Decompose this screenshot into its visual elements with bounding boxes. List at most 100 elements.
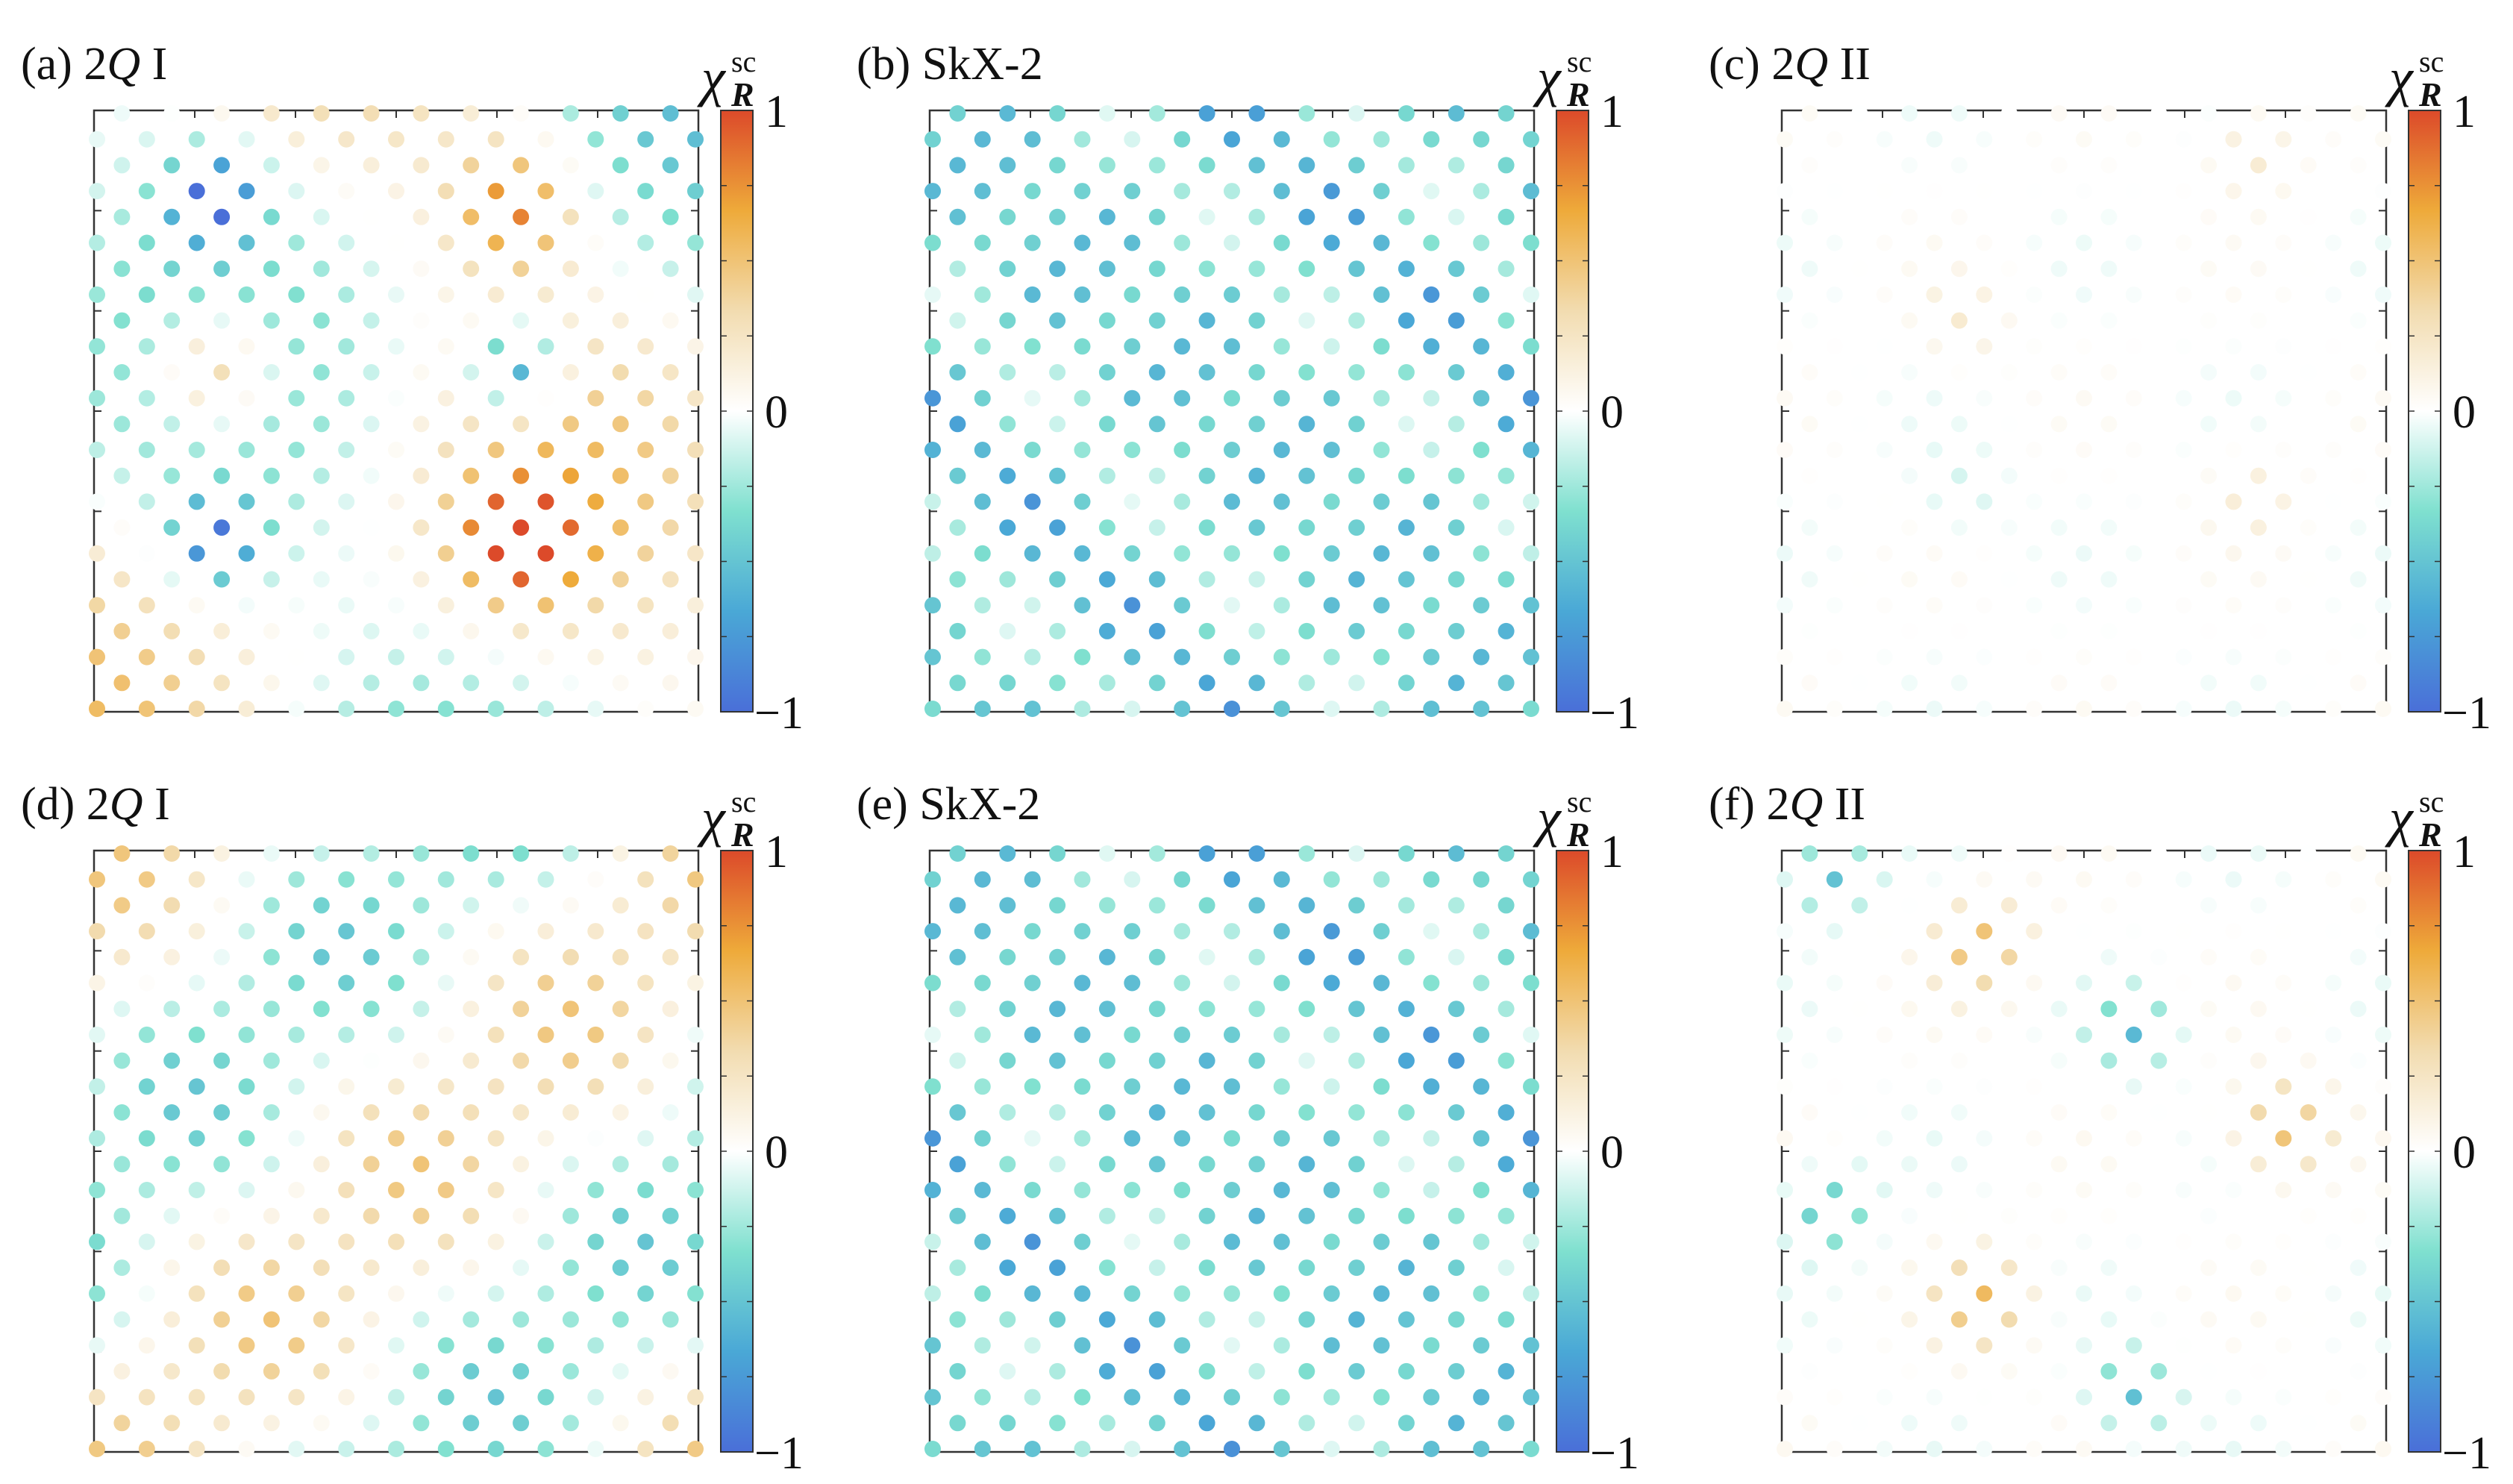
- site-point: [1348, 1104, 1365, 1121]
- site-point: [288, 1233, 305, 1250]
- site-point: [2026, 1130, 2043, 1147]
- site-point: [1398, 1311, 1415, 1328]
- site-point: [313, 948, 330, 965]
- site-point: [1826, 389, 1843, 407]
- site-point: [1448, 1052, 1465, 1069]
- site-point: [1198, 948, 1215, 965]
- site-point: [413, 364, 430, 381]
- site-point: [1473, 338, 1490, 355]
- panel-label: (f): [1709, 779, 1766, 830]
- site-point: [213, 948, 231, 965]
- site-point: [1124, 338, 1141, 355]
- site-point: [2076, 286, 2092, 303]
- site-point: [1224, 701, 1240, 717]
- site-point: [1826, 1026, 1843, 1043]
- site-point: [1049, 1052, 1066, 1069]
- site-point: [2150, 416, 2168, 433]
- site-point: [1423, 338, 1440, 355]
- site-point: [1777, 1182, 1793, 1198]
- site-point: [999, 312, 1016, 329]
- site-point: [113, 1104, 131, 1121]
- site-point: [413, 1104, 430, 1121]
- site-point: [1523, 1130, 1539, 1147]
- site-point: [1098, 845, 1115, 862]
- site-point: [1423, 493, 1440, 510]
- site-point: [363, 622, 380, 639]
- site-point: [2076, 1130, 2092, 1147]
- site-point: [1777, 974, 1793, 992]
- site-point: [89, 1441, 105, 1457]
- site-point: [662, 208, 679, 225]
- site-point: [1498, 260, 1515, 278]
- site-point: [89, 183, 105, 200]
- site-point: [413, 571, 430, 588]
- site-point: [1950, 1207, 1968, 1224]
- site-point: [1024, 1026, 1041, 1043]
- site-point: [1398, 1001, 1415, 1018]
- site-point: [1398, 948, 1415, 965]
- site-point: [213, 157, 231, 174]
- site-point: [1348, 948, 1365, 965]
- site-point: [537, 871, 554, 888]
- site-point: [1876, 1441, 1893, 1457]
- site-point: [1124, 648, 1141, 666]
- site-point: [1198, 1001, 1215, 1018]
- site-point: [213, 1415, 231, 1432]
- site-point: [949, 1001, 966, 1018]
- site-point: [949, 1207, 966, 1224]
- site-point: [2175, 1078, 2192, 1095]
- site-point: [263, 1104, 280, 1121]
- site-point: [2000, 260, 2018, 278]
- site-point: [662, 467, 679, 484]
- site-point: [138, 1388, 155, 1406]
- site-point: [413, 1207, 430, 1224]
- site-point: [113, 897, 131, 914]
- site-point: [2275, 648, 2292, 666]
- site-point: [1876, 1388, 1893, 1406]
- site-point: [1926, 648, 1943, 666]
- site-point: [1777, 1078, 1793, 1095]
- site-point: [2175, 1130, 2192, 1147]
- site-point: [1074, 493, 1091, 510]
- site-point: [487, 1285, 504, 1302]
- site-point: [2125, 701, 2142, 717]
- site-point: [637, 701, 654, 717]
- site-point: [413, 519, 430, 536]
- site-point: [437, 871, 454, 888]
- site-point: [263, 157, 280, 174]
- site-point: [687, 1026, 704, 1043]
- site-point: [1098, 1362, 1115, 1380]
- site-point: [2325, 1182, 2342, 1198]
- site-point: [2275, 923, 2292, 940]
- site-point: [413, 260, 430, 278]
- panel-e: (e) SkX-210−1χ Rsc: [857, 779, 1639, 1479]
- site-point: [1777, 286, 1793, 303]
- site-point: [338, 701, 355, 717]
- site-point: [463, 364, 480, 381]
- site-point: [2300, 1001, 2317, 1018]
- site-point: [2225, 338, 2242, 355]
- site-point: [2200, 948, 2218, 965]
- site-point: [338, 1026, 355, 1043]
- site-point: [1423, 1130, 1440, 1147]
- site-point: [1473, 545, 1490, 562]
- site-point: [2225, 442, 2242, 458]
- site-point: [113, 1415, 131, 1432]
- site-point: [1198, 260, 1215, 278]
- site-point: [587, 1130, 604, 1147]
- site-point: [1801, 1362, 1818, 1380]
- site-point: [2175, 648, 2192, 666]
- site-point: [2125, 871, 2142, 888]
- site-point: [238, 131, 255, 148]
- site-point: [1224, 871, 1240, 888]
- site-point: [587, 1388, 604, 1406]
- site-point: [388, 545, 404, 562]
- site-point: [2000, 312, 2018, 329]
- site-point: [1801, 948, 1818, 965]
- site-point: [313, 1259, 330, 1277]
- site-point: [1074, 234, 1091, 251]
- site-point: [313, 845, 330, 862]
- site-point: [263, 364, 280, 381]
- site-point: [1124, 923, 1141, 940]
- site-point: [612, 260, 629, 278]
